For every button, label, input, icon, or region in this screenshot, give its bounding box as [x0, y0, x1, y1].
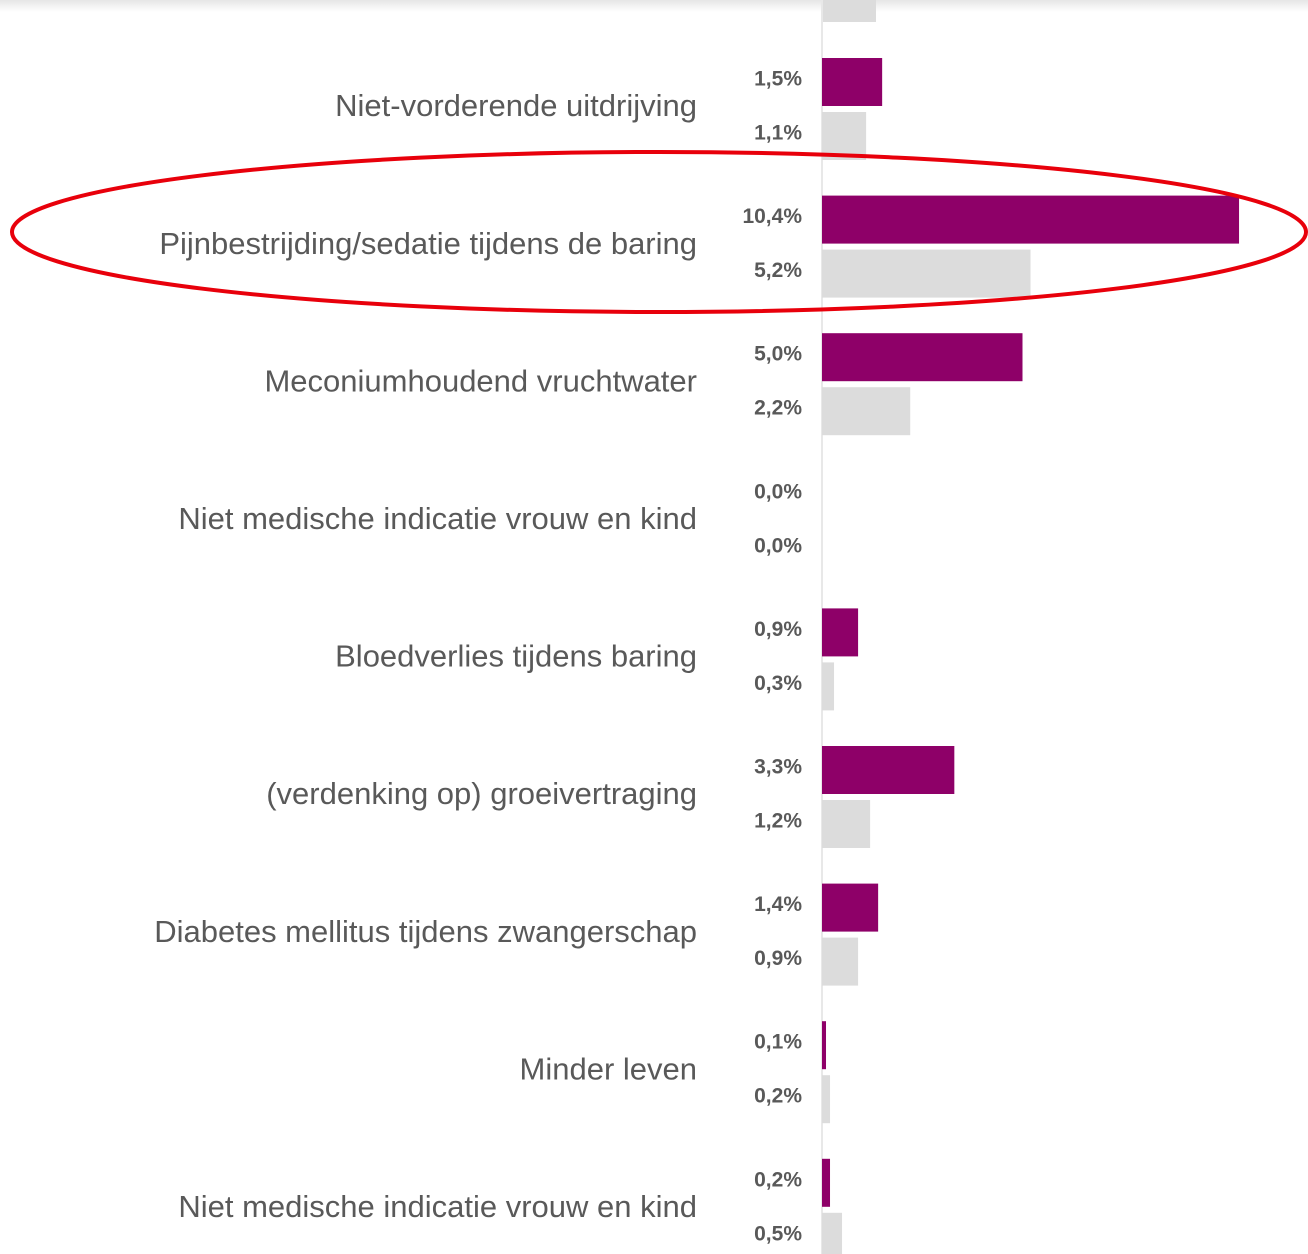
value-label: 5,0%: [754, 343, 802, 366]
value-label: 0,0%: [754, 534, 802, 557]
value-label: 1,1%: [754, 122, 802, 145]
bar: [822, 608, 859, 657]
value-label: 0,0%: [754, 480, 802, 503]
bar: [822, 58, 883, 106]
bar: [822, 746, 955, 794]
category-label: Niet medische indicatie vrouw en kind: [178, 501, 697, 536]
category-label: Bloedverlies tijdens baring: [335, 639, 697, 674]
bar: [822, 800, 871, 848]
bar: [822, 249, 1031, 298]
cut-off-bar: [822, 0, 876, 22]
bar: [822, 387, 911, 436]
value-label: 0,5%: [754, 1222, 802, 1245]
bars: Niet-vorderende uitdrijving 1,5% 1,1% Pijnb…: [154, 58, 1240, 1254]
bar: [822, 1212, 843, 1254]
category-label: Minder leven: [520, 1051, 697, 1086]
value-label: 0,9%: [754, 947, 802, 970]
category-label: Diabetes mellitus tijdens zwangerschap: [154, 914, 697, 949]
bar: [822, 112, 867, 160]
value-label: 1,2%: [754, 810, 802, 833]
value-label: 2,2%: [754, 397, 802, 420]
bar: [822, 1158, 831, 1207]
value-label: 5,2%: [754, 259, 802, 282]
bar: [822, 195, 1240, 244]
bar: [822, 937, 859, 986]
value-label: 0,1%: [754, 1031, 802, 1054]
category-label: Meconiumhoudend vruchtwater: [264, 363, 697, 398]
value-label: 1,4%: [754, 893, 802, 916]
category-label: Pijnbestrijding/sedatie tijdens de barin…: [159, 226, 697, 261]
value-label: 0,9%: [754, 618, 802, 641]
category-label: (verdenking op) groeivertraging: [266, 776, 697, 811]
bar: [822, 883, 879, 932]
bar: [822, 662, 835, 711]
category-label: Niet-vorderende uitdrijving: [335, 88, 697, 123]
value-label: 0,3%: [754, 672, 802, 695]
value-label: 1,5%: [754, 68, 802, 91]
highlight-ellipse: [10, 150, 1308, 314]
bar: [822, 1021, 827, 1070]
value-label: 3,3%: [754, 756, 802, 779]
value-label: 0,2%: [754, 1168, 802, 1191]
bar: [822, 333, 1023, 382]
category-label: Niet medische indicatie vrouw en kind: [178, 1189, 697, 1224]
value-label: 0,2%: [754, 1085, 802, 1108]
header-shadow: [0, 0, 1308, 12]
value-label: 10,4%: [742, 205, 802, 228]
bar: [822, 1075, 831, 1124]
